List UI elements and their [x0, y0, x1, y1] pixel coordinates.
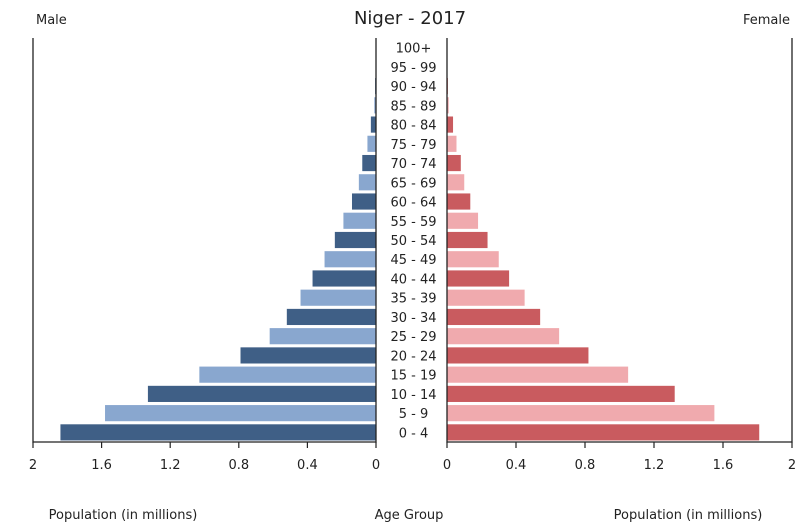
female-bar	[447, 424, 760, 441]
female-label: Female	[743, 13, 790, 28]
age-group-label: 55 - 59	[390, 215, 436, 230]
chart-title: Niger - 2017	[354, 8, 466, 29]
male-bar	[351, 193, 376, 210]
x-tick-label: 1.6	[713, 458, 734, 473]
male-bar	[60, 424, 376, 441]
x-tick-label: 0.4	[297, 458, 318, 473]
female-bars	[447, 58, 760, 441]
female-bar	[447, 289, 525, 306]
male-bar	[269, 328, 376, 345]
x-axis-label-right: Population (in millions)	[614, 508, 763, 523]
female-bar	[447, 347, 589, 364]
male-bar	[147, 385, 376, 402]
male-bar	[367, 135, 377, 152]
age-group-label: 75 - 79	[390, 138, 436, 153]
x-tick-label: 0	[443, 458, 451, 473]
female-bar	[447, 193, 471, 210]
x-tick-label: 1.2	[160, 458, 181, 473]
x-tick-label: 0	[372, 458, 380, 473]
male-bar	[199, 366, 376, 383]
male-bar	[105, 405, 376, 422]
female-bar	[447, 385, 675, 402]
female-bar	[447, 270, 510, 287]
female-bar	[447, 366, 629, 383]
male-bar	[324, 251, 376, 268]
male-bar	[240, 347, 376, 364]
age-group-label: 15 - 19	[390, 369, 436, 384]
x-tick-label: 1.2	[644, 458, 665, 473]
female-bar	[447, 405, 715, 422]
male-bar	[362, 154, 376, 172]
male-bar	[358, 174, 376, 191]
age-group-label: 80 - 84	[390, 119, 436, 134]
male-bar	[286, 308, 376, 326]
x-tick-label: 0.8	[228, 458, 249, 473]
female-bar	[447, 328, 560, 345]
female-bar	[447, 231, 488, 249]
age-group-labels: 100+ 95 - 99 90 - 94 85 - 89 80 - 84 75 - 79 7…	[390, 42, 436, 442]
axes	[32, 38, 793, 443]
male-bars	[60, 58, 377, 441]
male-bar	[300, 289, 376, 306]
male-bar	[374, 97, 377, 114]
age-group-label: 25 - 29	[390, 330, 436, 345]
x-axis-label-left: Population (in millions)	[49, 508, 198, 523]
age-group-label: 100+	[396, 42, 432, 57]
male-axis-frame	[32, 38, 377, 443]
male-bar	[312, 270, 376, 287]
male-bar	[343, 212, 377, 229]
age-group-label: 50 - 54	[390, 234, 436, 249]
age-group-label: 90 - 94	[390, 80, 436, 95]
female-bar	[447, 174, 465, 191]
age-group-label: 85 - 89	[390, 99, 436, 114]
tick-labels: 2 1.6 1.2 0.8 0.4 0 0 0.4 0.8 1.2 1.6 2	[29, 442, 796, 473]
age-group-label: 35 - 39	[390, 292, 436, 307]
x-tick-label: 2	[788, 458, 796, 473]
age-group-label: 45 - 49	[390, 253, 436, 268]
age-group-label: 5 - 9	[399, 407, 429, 422]
x-axis-label-center: Age Group	[375, 508, 444, 523]
x-tick-label: 1.6	[91, 458, 112, 473]
age-group-label: 60 - 64	[390, 196, 436, 211]
x-tick-label: 0.4	[506, 458, 527, 473]
male-label: Male	[36, 13, 67, 28]
age-group-label: 20 - 24	[390, 349, 436, 364]
x-tick-label: 0.8	[575, 458, 596, 473]
female-bar	[447, 116, 454, 133]
age-group-label: 40 - 44	[390, 272, 436, 287]
age-group-label: 0 - 4	[399, 426, 429, 441]
female-bar	[447, 154, 461, 172]
female-bar	[447, 251, 499, 268]
female-bar	[447, 135, 457, 152]
female-bar	[447, 308, 541, 326]
age-group-label: 95 - 99	[390, 61, 436, 76]
female-axis-frame	[446, 38, 793, 443]
x-tick-label: 2	[29, 458, 37, 473]
age-group-label: 10 - 14	[390, 388, 436, 403]
female-bar	[447, 97, 449, 114]
age-group-label: 30 - 34	[390, 311, 436, 326]
male-bar	[334, 231, 376, 249]
male-bar	[370, 116, 376, 133]
female-bar	[447, 212, 479, 229]
age-group-label: 70 - 74	[390, 157, 436, 172]
age-group-label: 65 - 69	[390, 176, 436, 191]
